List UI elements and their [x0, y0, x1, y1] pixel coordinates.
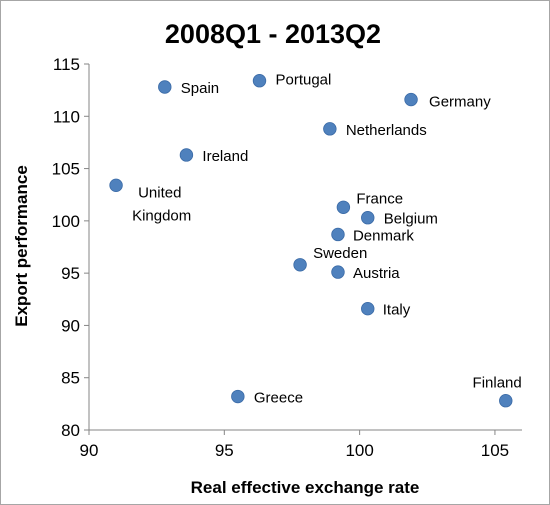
y-tick-label: 95	[61, 264, 80, 283]
point-label: Italy	[383, 302, 411, 319]
data-point	[158, 80, 172, 94]
y-tick-label: 85	[61, 369, 80, 388]
x-tick-label: 105	[481, 441, 509, 460]
x-tick-label: 90	[80, 441, 99, 460]
data-point	[293, 258, 307, 272]
point-label: France	[356, 190, 403, 207]
data-point	[404, 92, 418, 107]
point-label: Kingdom	[132, 207, 191, 224]
point-label: Germany	[429, 94, 491, 111]
data-point	[499, 394, 513, 408]
point-label: Netherlands	[346, 122, 427, 139]
data-point	[252, 74, 267, 88]
data-point	[361, 301, 375, 316]
data-point	[331, 265, 345, 279]
x-tick-label: 95	[215, 441, 234, 460]
point-label: Austria	[353, 265, 400, 282]
axes: 80 85 90 95 100 105 110 115 90 95 100 105	[52, 55, 522, 460]
point-label: Sweden	[313, 245, 367, 262]
data-point	[109, 178, 123, 193]
point-label: Belgium	[384, 211, 438, 228]
point-label: Ireland	[202, 148, 248, 165]
point-label: Denmark	[353, 227, 414, 244]
data-point	[231, 389, 245, 404]
data-point	[336, 200, 351, 214]
y-tick-label: 80	[61, 421, 80, 440]
point-label: Greece	[254, 390, 303, 407]
y-tick-label: 90	[61, 316, 80, 335]
y-tick-label: 115	[53, 55, 80, 74]
point-label: Spain	[181, 80, 219, 97]
data-point	[323, 122, 337, 136]
data-point	[361, 211, 375, 225]
y-axis-title: Export performance	[12, 165, 31, 327]
point-label: Portugal	[275, 72, 331, 89]
y-tick-label: 110	[53, 107, 80, 126]
data-point	[179, 148, 194, 162]
y-tick-label: 100	[52, 212, 80, 231]
point-label: Finland	[473, 375, 522, 392]
y-tick-label: 105	[52, 160, 80, 179]
x-axis-title: Real effective exchange rate	[191, 478, 420, 497]
data-point	[331, 227, 345, 242]
x-tick-label: 100	[345, 441, 373, 460]
point-label: United	[138, 184, 181, 201]
chart-title: 2008Q1 - 2013Q2	[165, 19, 381, 49]
